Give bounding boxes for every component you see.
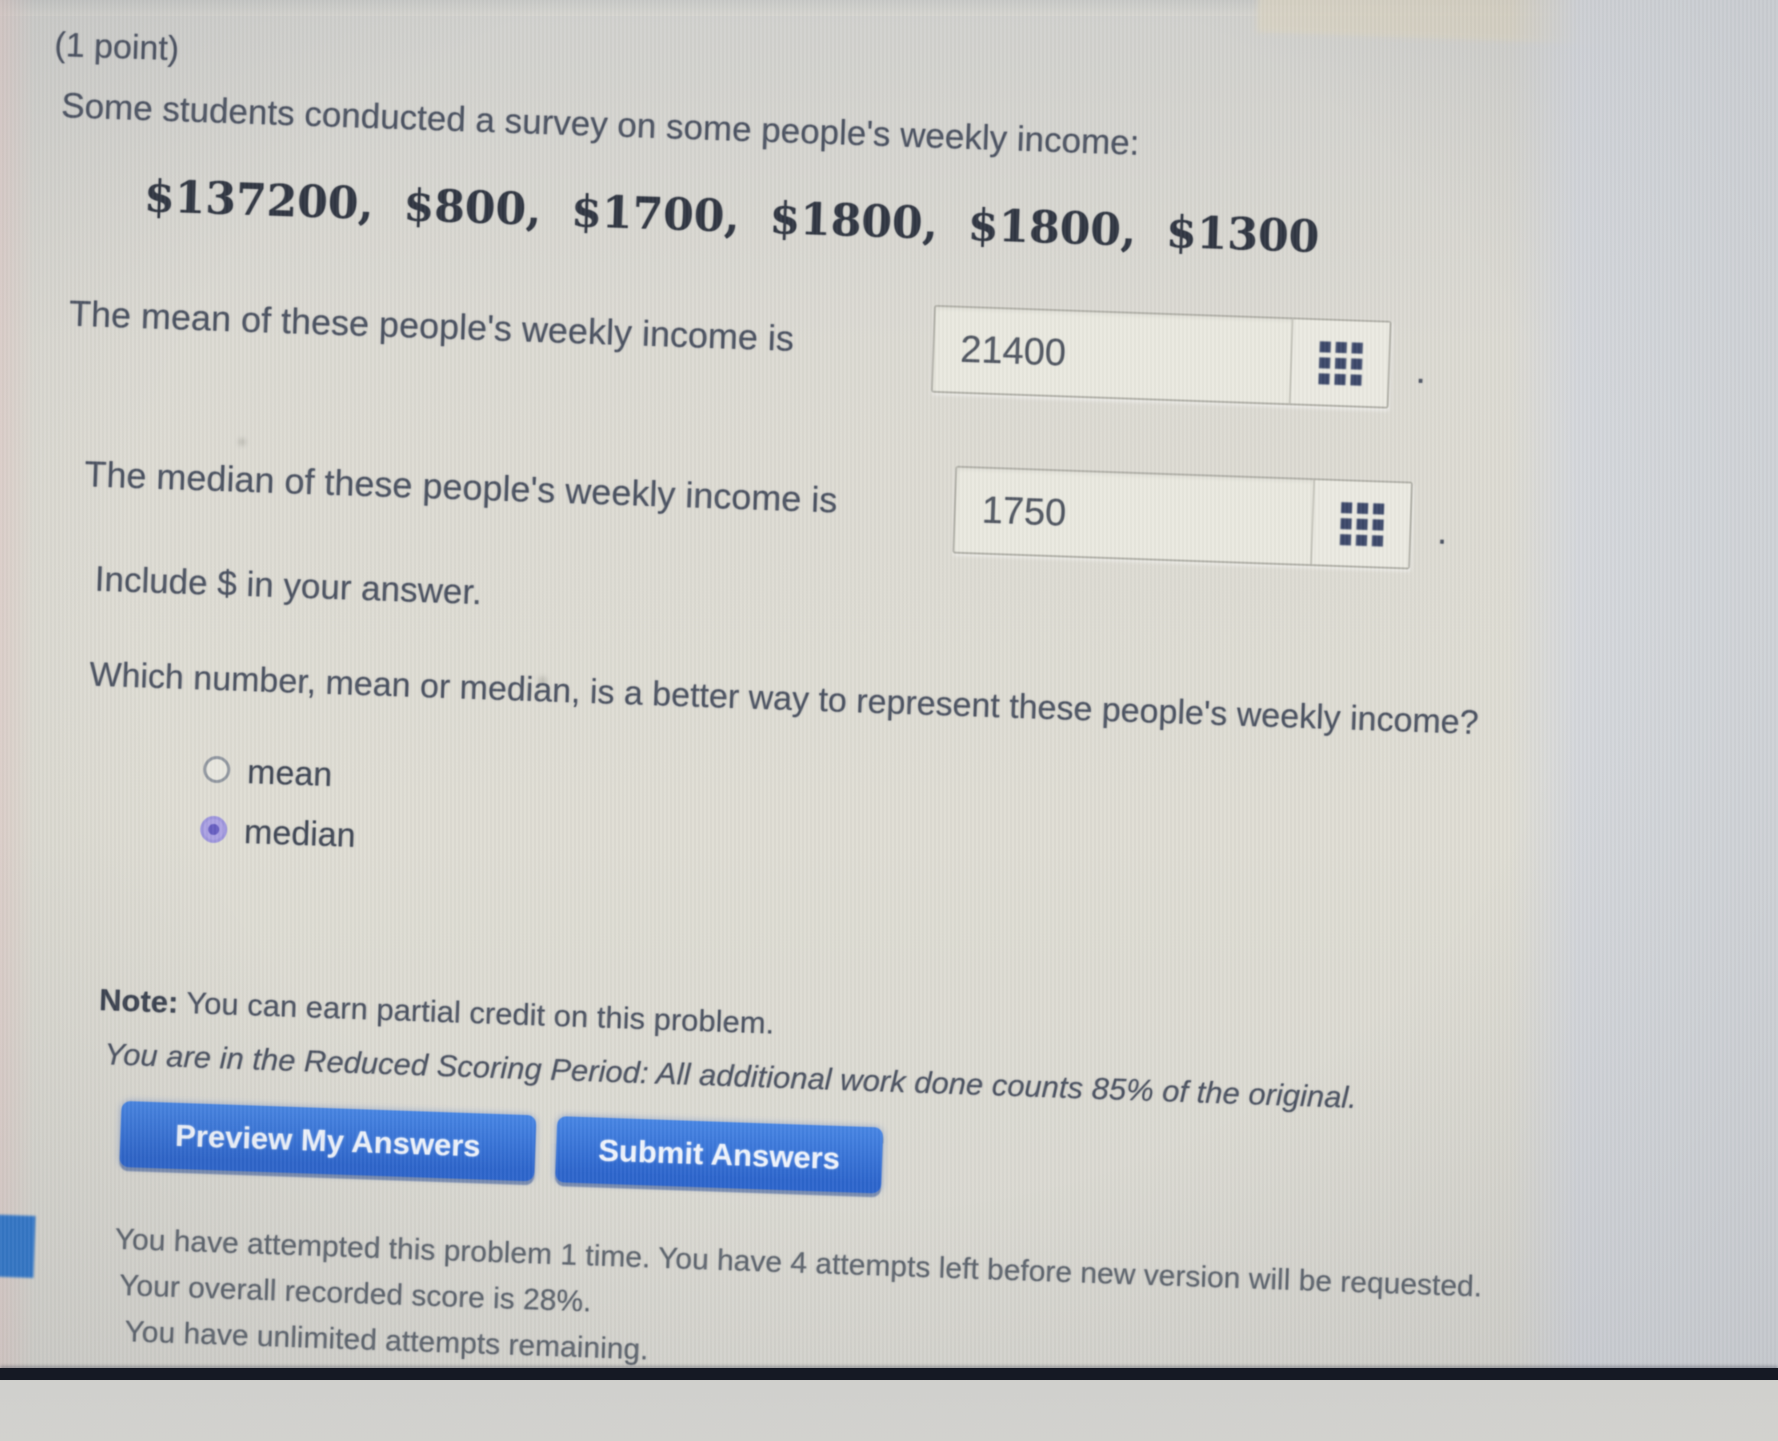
mean-input[interactable] <box>932 306 1292 404</box>
cropped-blue-element <box>0 1214 36 1278</box>
problem-statement: Some students conducted a survey on some… <box>60 86 1141 163</box>
sentence-period: . <box>1415 349 1427 391</box>
math-palette-icon <box>1339 501 1384 547</box>
desk-glare-topright <box>1256 0 1778 52</box>
include-dollar-note: Include $ in your answer. <box>94 559 483 613</box>
partial-credit-note: Note: You can earn partial credit on thi… <box>99 982 775 1042</box>
radio-mean[interactable] <box>202 755 231 784</box>
note-label: Note: <box>98 982 179 1020</box>
math-palette-icon <box>1317 340 1363 386</box>
mean-answer-control <box>930 304 1392 409</box>
mean-palette-button[interactable] <box>1288 319 1390 407</box>
median-label: The median of these people's weekly inco… <box>83 453 839 521</box>
income-value: $1800, <box>967 199 1138 257</box>
median-palette-button[interactable] <box>1310 480 1411 568</box>
mean-label: The mean of these people's weekly income… <box>68 292 795 359</box>
points-label: (1 point) <box>53 25 180 69</box>
median-answer-control <box>952 465 1414 570</box>
income-value: $137200, <box>143 171 375 231</box>
question-text: Which number, mean or median, is a bette… <box>88 655 1480 743</box>
remaining-status: You have unlimited attempts remaining. <box>124 1315 650 1367</box>
sentence-period: . <box>1436 510 1449 552</box>
income-value: $1700, <box>570 186 741 243</box>
income-value: $800, <box>402 180 543 237</box>
radio-median[interactable] <box>199 815 228 844</box>
radio-mean-label[interactable]: mean <box>246 753 333 795</box>
score-status: Your overall recorded score is 28%. <box>118 1268 592 1319</box>
income-value: $1800, <box>768 193 939 250</box>
income-values: $137200, $800, $1700, $1800, $1800, $1300 <box>143 171 1350 264</box>
submit-answers-button[interactable]: Submit Answers <box>555 1116 884 1194</box>
median-input[interactable] <box>954 467 1314 565</box>
preview-answers-button[interactable]: Preview My Answers <box>119 1100 537 1182</box>
radio-median-label[interactable]: median <box>243 813 357 855</box>
income-value: $1300 <box>1165 206 1321 264</box>
reduced-scoring-note: You are in the Reduced Scoring Period: A… <box>103 1036 1358 1116</box>
note-text: You can earn partial credit on this prob… <box>177 984 775 1041</box>
